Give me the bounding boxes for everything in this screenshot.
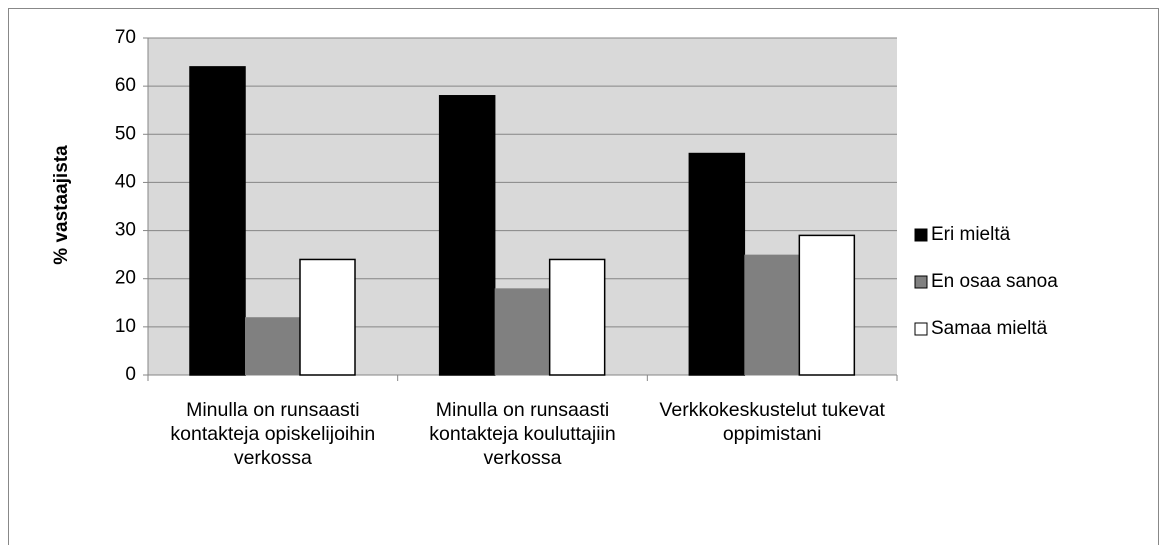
y-tick-label: 70 [115, 27, 136, 48]
legend-swatch [914, 275, 928, 289]
x-tick-label: Minulla on runsaasti kontakteja koulutta… [429, 399, 616, 469]
y-tick-label: 50 [115, 123, 136, 144]
legend-swatch [914, 228, 928, 242]
y-tick-label: 0 [125, 364, 136, 385]
legend-swatch [914, 322, 928, 336]
bar [245, 317, 300, 375]
y-tick-label: 20 [115, 268, 136, 289]
x-tick-label: Verkkokeskustelut tukevat oppimistani [659, 399, 885, 445]
y-tick-label: 60 [115, 75, 136, 96]
legend-label: Samaa mieltä [931, 318, 1048, 339]
x-tick-label: Minulla on runsaasti kontakteja opiskeli… [170, 399, 376, 469]
bar [744, 254, 800, 375]
bar [494, 288, 550, 375]
y-axis-title: % vastaajista [51, 145, 72, 265]
y-tick-label: 30 [115, 220, 136, 241]
bar [299, 258, 356, 376]
y-tick-label: 10 [115, 316, 136, 337]
y-tick-label: 40 [115, 171, 136, 192]
bar [688, 152, 746, 376]
bar [189, 66, 246, 376]
bar [548, 258, 606, 376]
bar [798, 234, 856, 376]
legend-label: En osaa sanoa [931, 271, 1058, 292]
bar [438, 95, 496, 376]
legend-label: Eri mieltä [931, 224, 1011, 245]
